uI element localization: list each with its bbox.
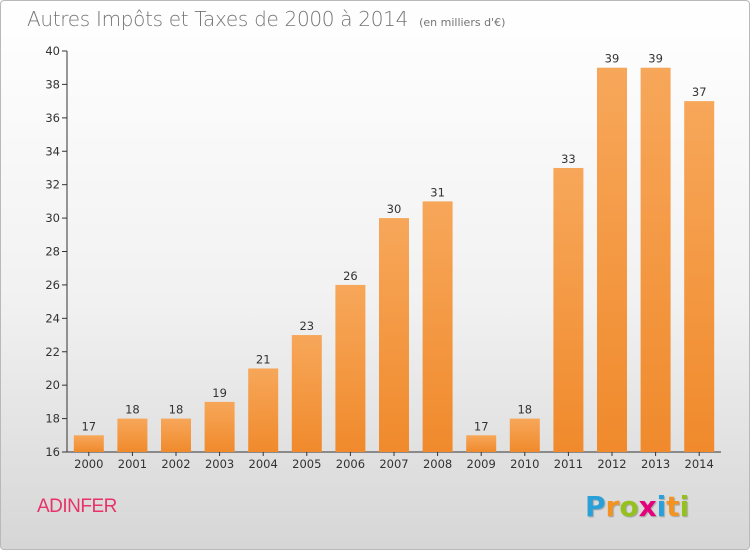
x-tick-label: 2005 xyxy=(292,457,321,471)
y-tick-label: 22 xyxy=(45,345,60,359)
y-tick-label: 30 xyxy=(45,211,60,225)
commune-name: ADINFER xyxy=(37,496,117,517)
x-tick-label: 2010 xyxy=(510,457,539,471)
y-tick-label: 28 xyxy=(45,245,60,259)
y-tick-label: 18 xyxy=(45,412,60,426)
bar-2007 xyxy=(379,218,409,452)
value-label-2008: 31 xyxy=(430,185,445,199)
value-label-2006: 26 xyxy=(343,269,358,283)
logo-letter: P xyxy=(585,490,606,523)
chart-title-row: Autres Impôts et Taxes de 2000 à 2014 (e… xyxy=(27,7,505,31)
x-tick-label: 2006 xyxy=(336,457,365,471)
x-tick-label: 2000 xyxy=(74,457,103,471)
x-tick-label: 2009 xyxy=(467,457,496,471)
logo-letter: i xyxy=(656,490,667,523)
value-label-2007: 30 xyxy=(387,202,402,216)
value-label-2002: 18 xyxy=(169,403,184,417)
bar-2010 xyxy=(509,418,540,452)
bar-2014 xyxy=(684,101,715,452)
value-label-2005: 23 xyxy=(299,319,314,333)
bar-2001 xyxy=(117,418,148,452)
y-tick-label: 32 xyxy=(45,178,60,192)
logo-letter: x xyxy=(638,490,657,523)
chart-title: Autres Impôts et Taxes de 2000 à 2014 xyxy=(27,7,408,31)
y-tick-label: 24 xyxy=(45,311,60,325)
bar-2009 xyxy=(466,435,497,452)
logo-letter: r xyxy=(605,490,620,523)
y-tick-label: 40 xyxy=(45,44,60,58)
value-label-2011: 33 xyxy=(561,152,576,166)
proxiti-logo: Proxiti xyxy=(585,490,689,523)
logo-letter: o xyxy=(619,490,639,523)
bar-2011 xyxy=(553,167,584,453)
bar-2003 xyxy=(204,401,235,452)
logo-letter: t xyxy=(666,490,680,523)
bar-2000 xyxy=(73,435,104,452)
x-tick-label: 2002 xyxy=(161,457,190,471)
y-tick-label: 34 xyxy=(45,144,60,158)
x-tick-label: 2014 xyxy=(685,457,714,471)
value-label-2014: 37 xyxy=(692,85,707,99)
bar-2013 xyxy=(640,67,671,452)
y-tick-label: 16 xyxy=(45,445,60,459)
value-label-2010: 18 xyxy=(517,403,532,417)
value-label-2009: 17 xyxy=(474,419,489,433)
x-tick-label: 2003 xyxy=(205,457,234,471)
bar-2012 xyxy=(597,67,627,452)
y-tick-label: 20 xyxy=(45,378,60,392)
bar-2002 xyxy=(161,418,191,452)
bar-2005 xyxy=(291,335,322,452)
chart-subtitle: (en milliers d'€) xyxy=(419,16,506,29)
value-label-2000: 17 xyxy=(81,419,96,433)
value-label-2001: 18 xyxy=(125,403,140,417)
y-tick-label: 26 xyxy=(45,278,60,292)
x-tick-label: 2004 xyxy=(249,457,278,471)
x-tick-label: 2008 xyxy=(423,457,452,471)
bar-2008 xyxy=(422,201,453,452)
x-tick-label: 2007 xyxy=(379,457,408,471)
logo-letter: i xyxy=(679,490,690,523)
x-tick-label: 2011 xyxy=(554,457,583,471)
bar-2006 xyxy=(335,284,366,452)
value-label-2012: 39 xyxy=(605,52,620,66)
value-label-2004: 21 xyxy=(256,352,271,366)
x-tick-label: 2001 xyxy=(118,457,147,471)
bar-2004 xyxy=(248,368,279,452)
x-tick-label: 2013 xyxy=(641,457,670,471)
y-tick-label: 36 xyxy=(45,111,60,125)
value-label-2003: 19 xyxy=(212,386,227,400)
y-tick-label: 38 xyxy=(45,77,60,91)
value-label-2013: 39 xyxy=(648,52,663,66)
x-tick-label: 2012 xyxy=(597,457,626,471)
